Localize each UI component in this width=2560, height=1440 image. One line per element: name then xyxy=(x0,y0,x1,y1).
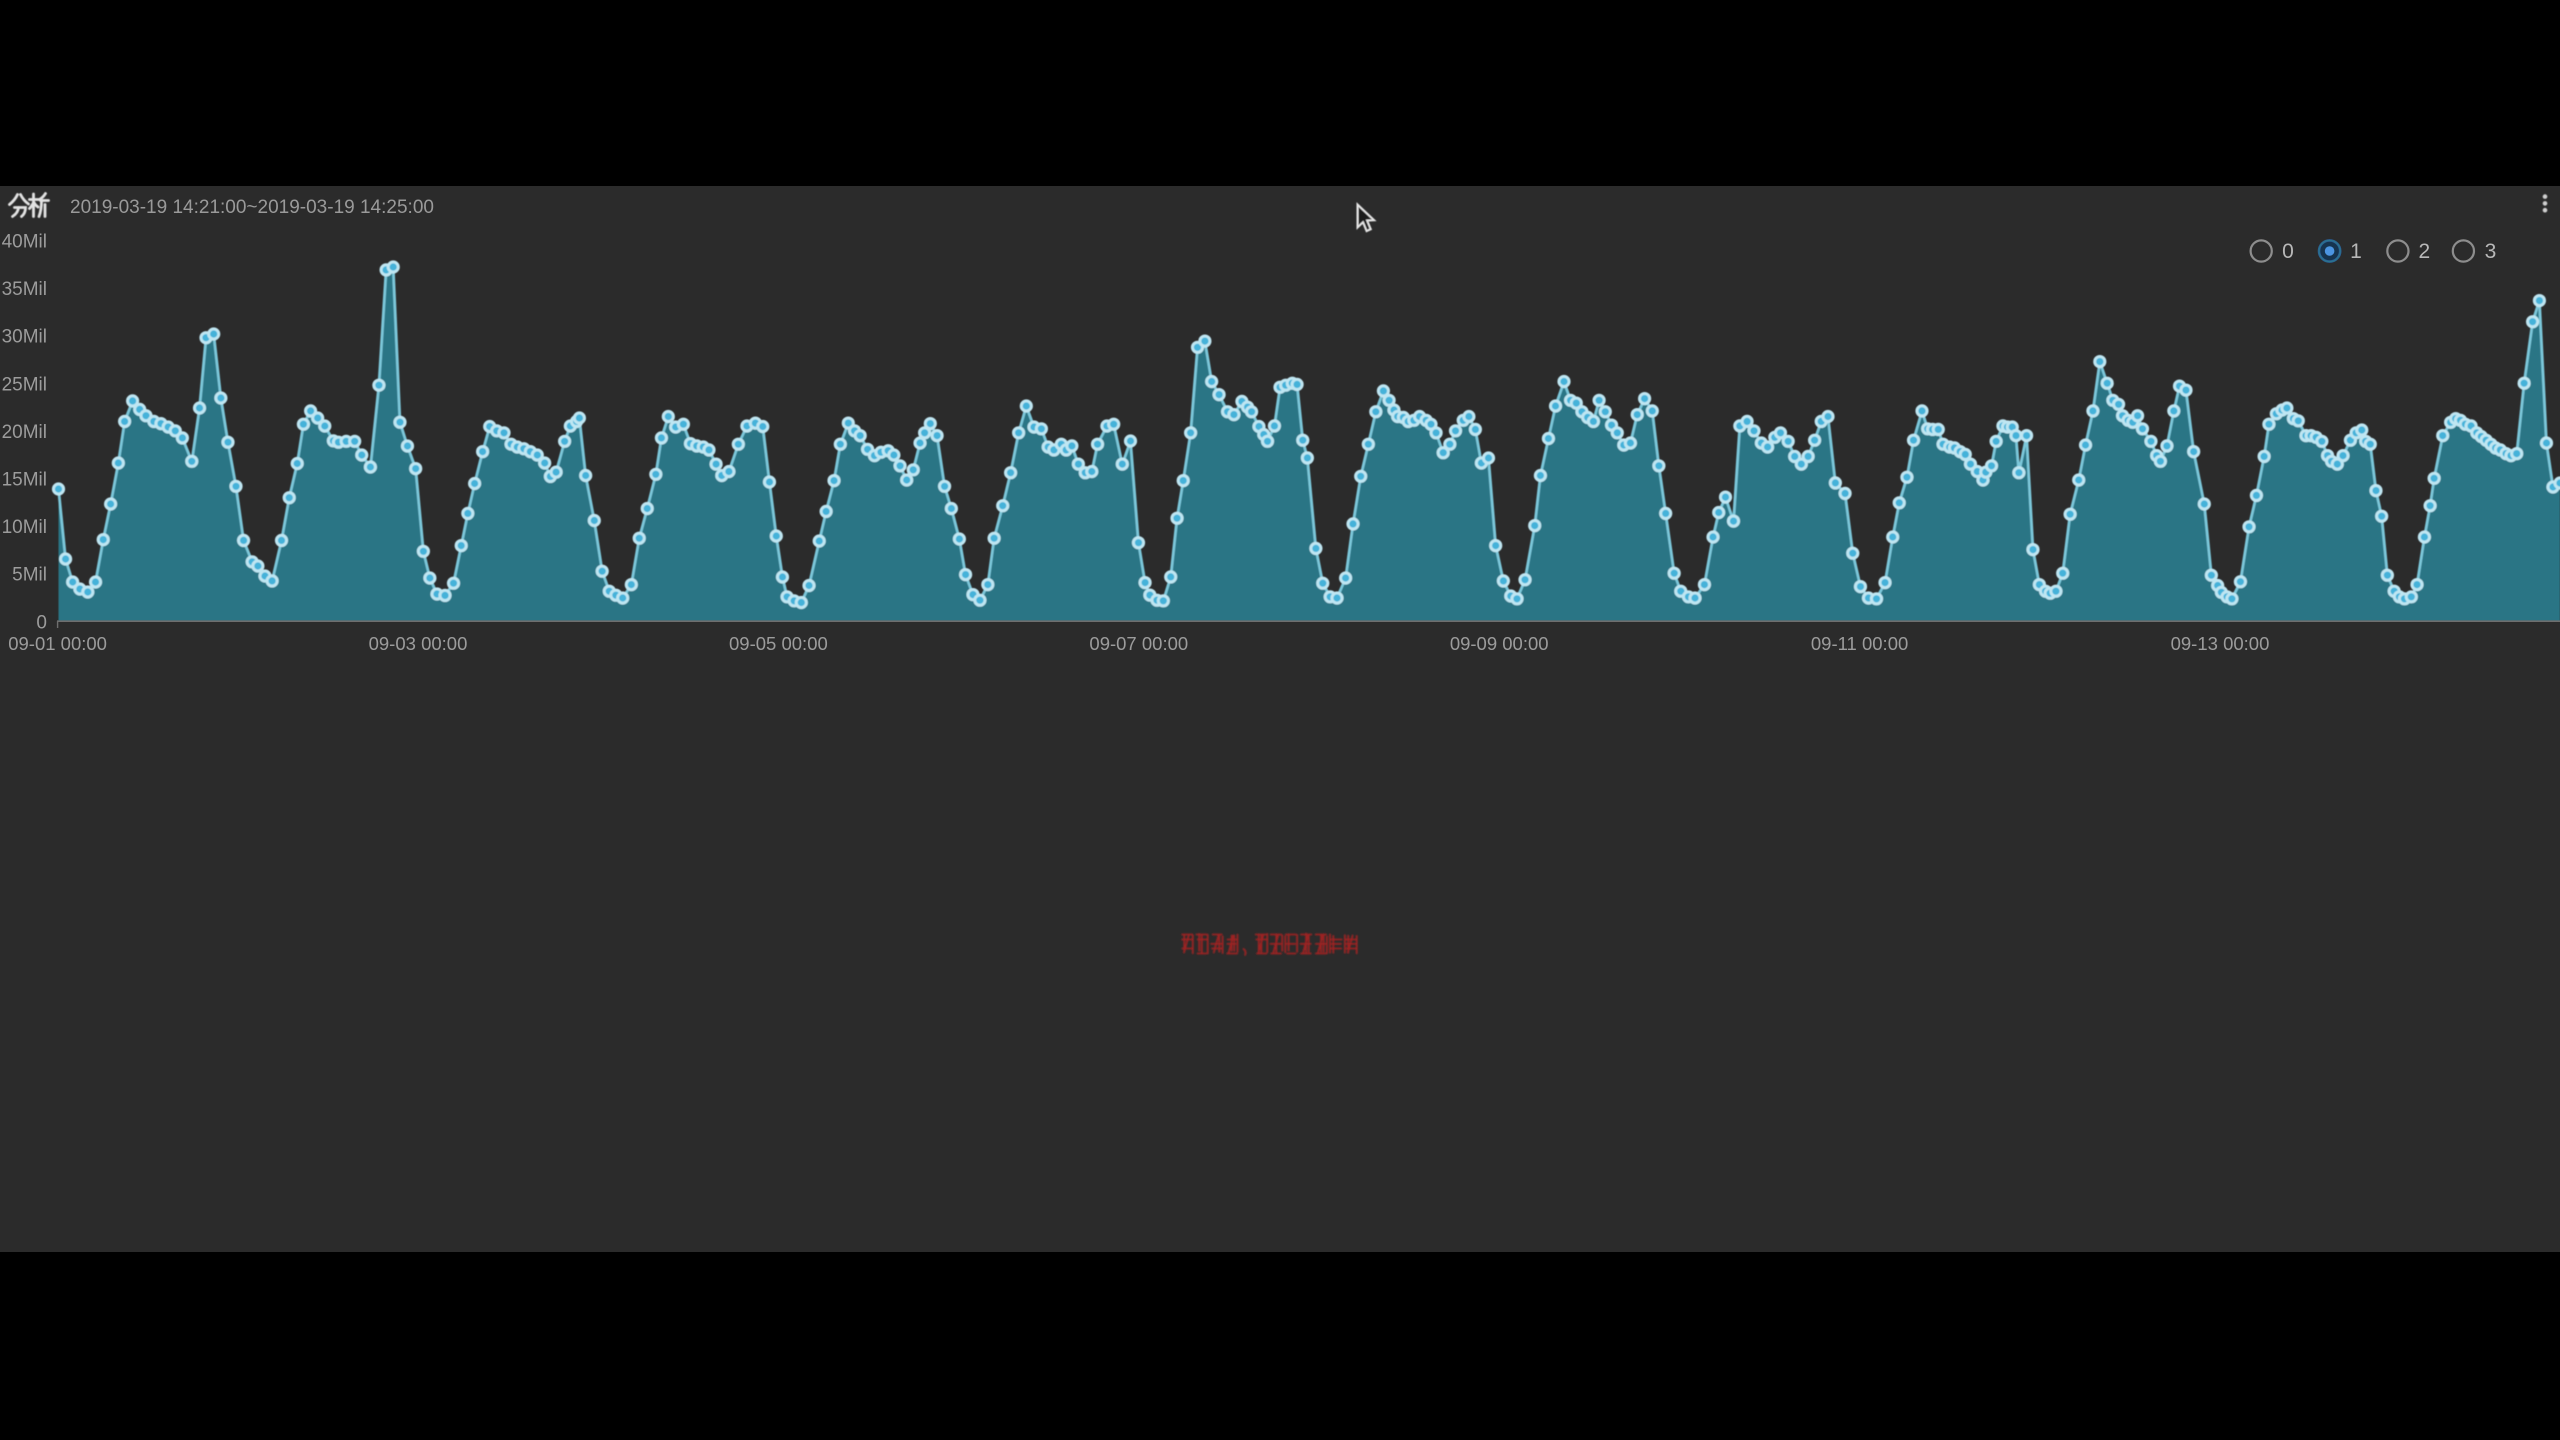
svg-text:09-01 00:00: 09-01 00:00 xyxy=(8,633,107,654)
svg-text:0: 0 xyxy=(2282,240,2294,263)
svg-text:5Mil: 5Mil xyxy=(12,565,47,586)
svg-text:0: 0 xyxy=(36,612,47,633)
svg-text:40Mil: 40Mil xyxy=(2,232,47,253)
svg-text:15Mil: 15Mil xyxy=(2,470,47,491)
svg-text:09-07 00:00: 09-07 00:00 xyxy=(1089,633,1188,654)
svg-text:10Mil: 10Mil xyxy=(2,517,47,538)
svg-text:2: 2 xyxy=(2419,240,2431,263)
svg-text:3: 3 xyxy=(2485,240,2497,263)
svg-text:20Mil: 20Mil xyxy=(2,422,47,443)
svg-text:09-13 00:00: 09-13 00:00 xyxy=(2171,633,2270,654)
svg-text:2019-03-19 14:21:00~2019-03-19: 2019-03-19 14:21:00~2019-03-19 14:25:00 xyxy=(70,197,434,218)
svg-text:09-09 00:00: 09-09 00:00 xyxy=(1450,633,1549,654)
svg-text:25Mil: 25Mil xyxy=(2,374,47,395)
svg-text:1: 1 xyxy=(2350,240,2362,263)
svg-text:09-11 00:00: 09-11 00:00 xyxy=(1811,633,1908,654)
svg-text:09-05 00:00: 09-05 00:00 xyxy=(729,633,828,654)
svg-text:09-03 00:00: 09-03 00:00 xyxy=(369,633,468,654)
svg-text:35Mil: 35Mil xyxy=(2,279,47,300)
svg-text:30Mil: 30Mil xyxy=(2,327,47,348)
